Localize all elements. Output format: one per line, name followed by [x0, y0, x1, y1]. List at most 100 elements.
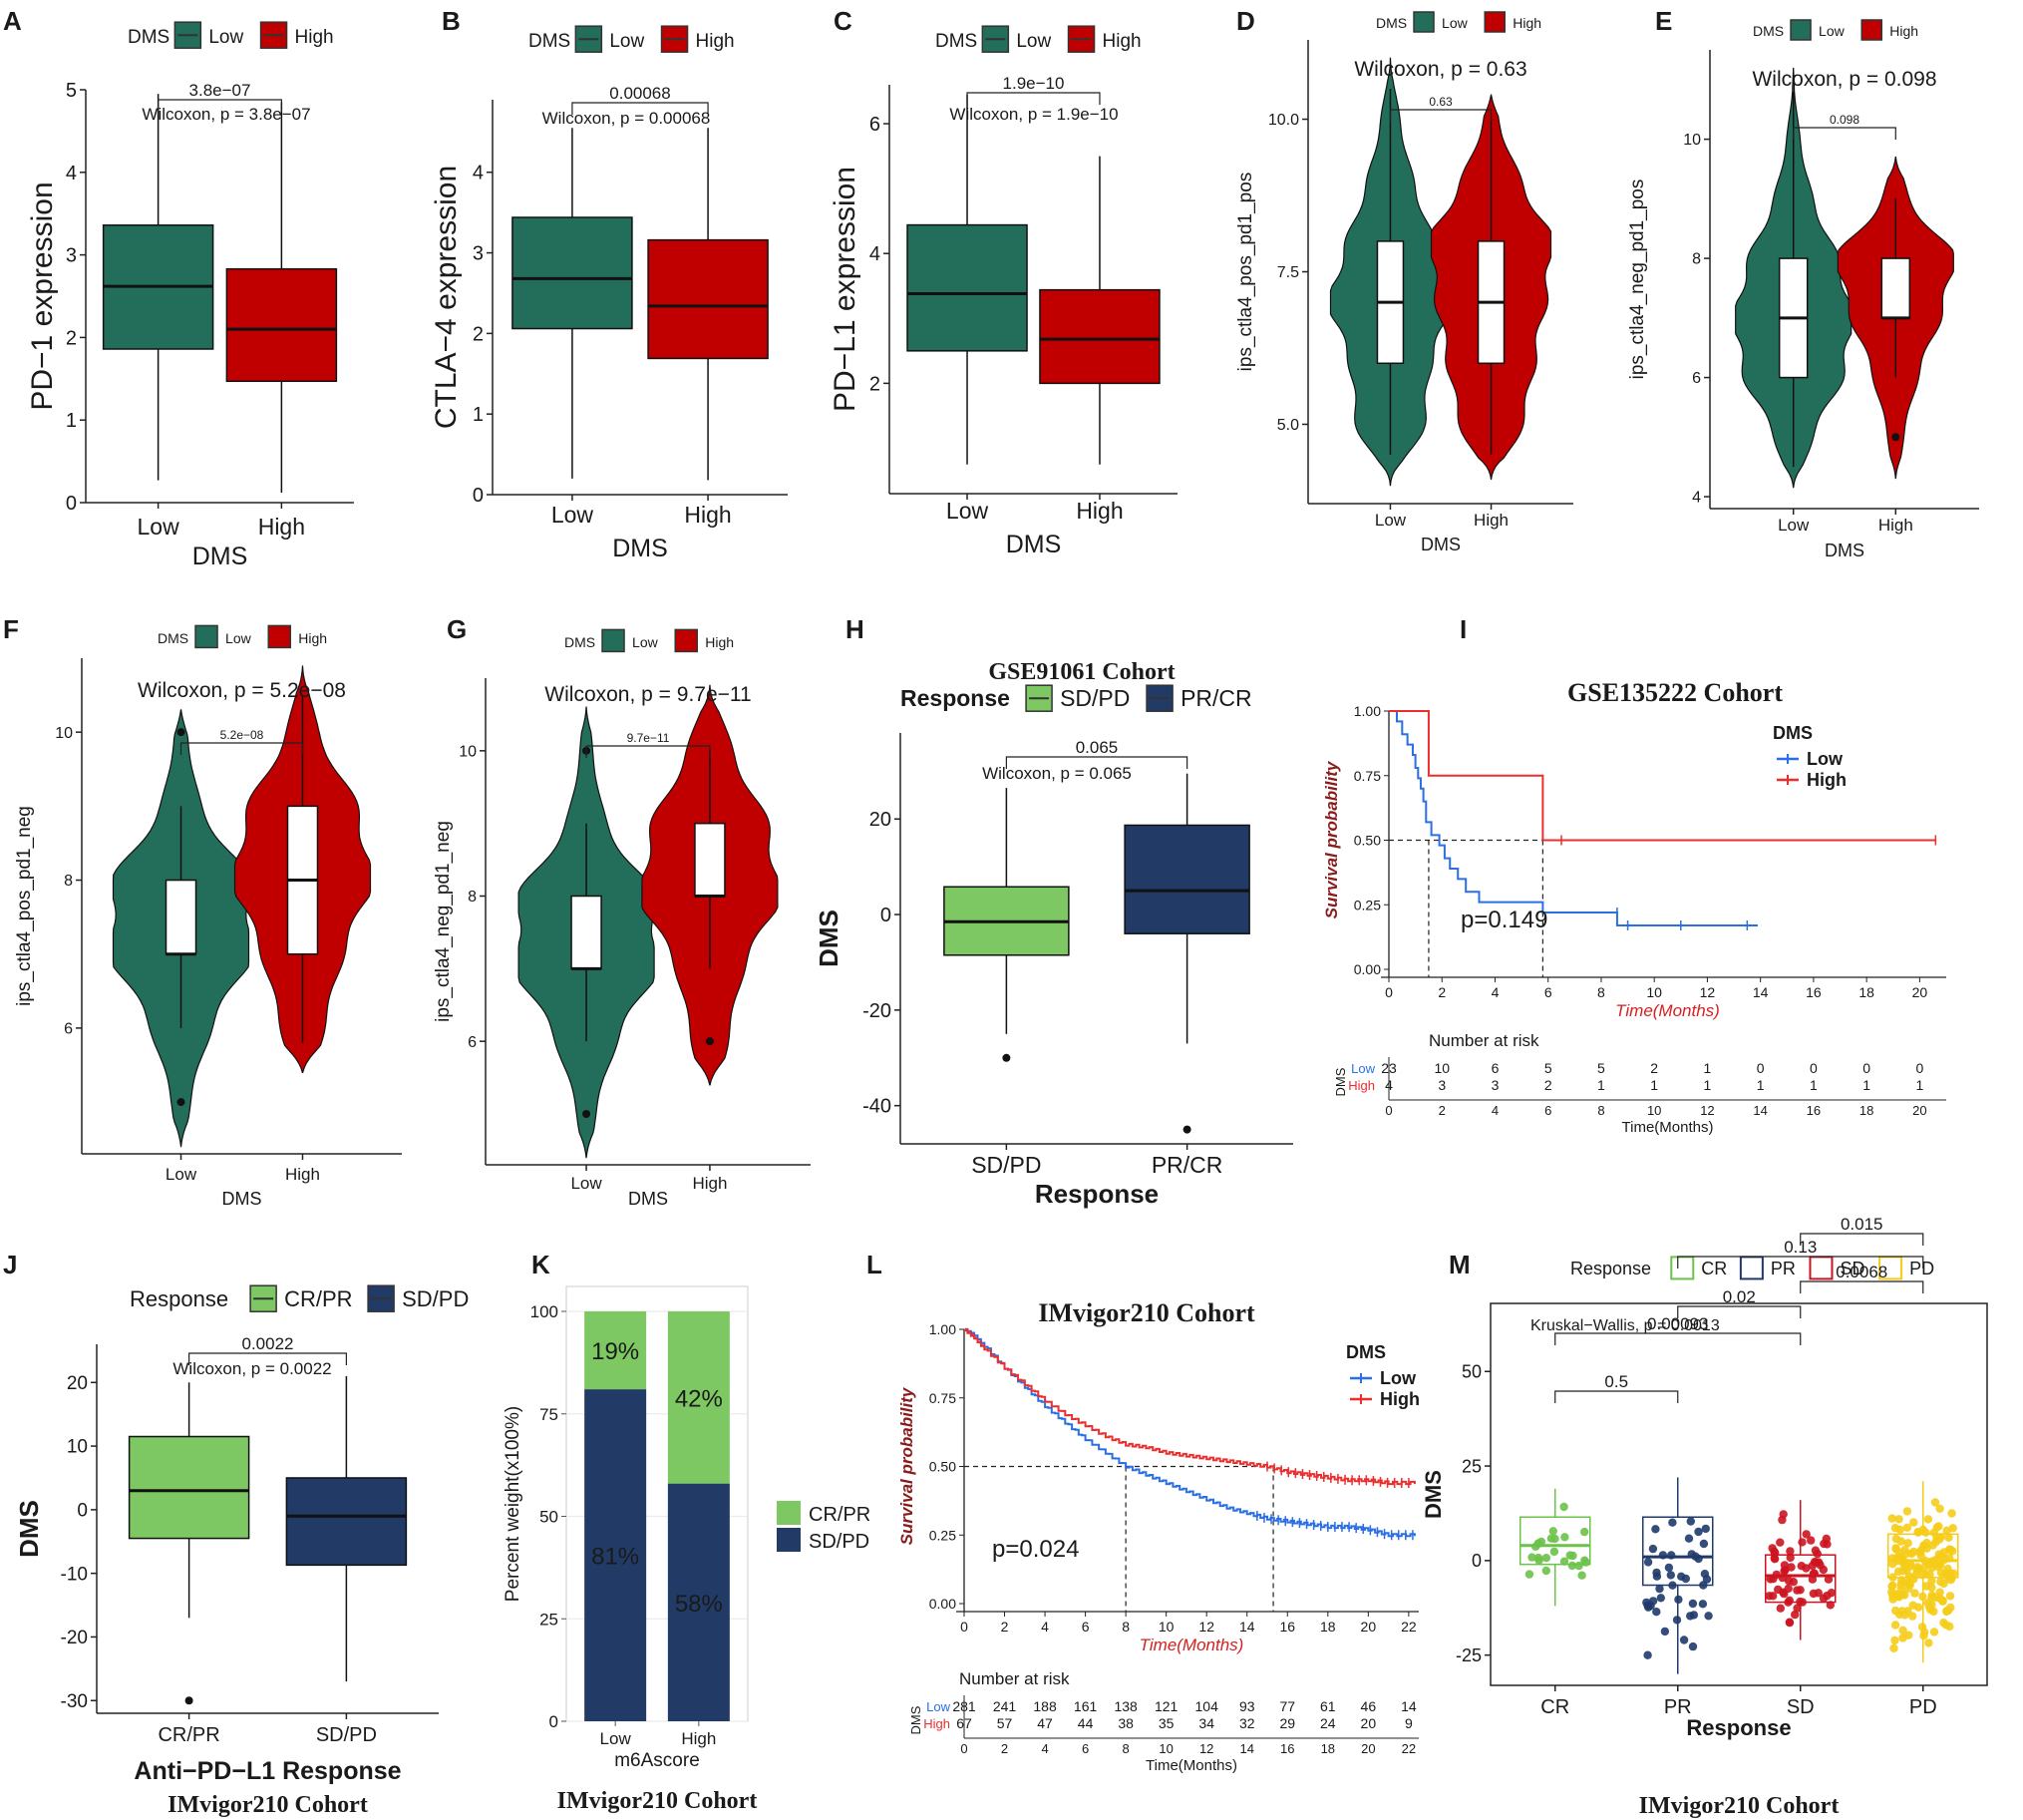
box-sd-point: [1798, 1538, 1807, 1547]
km-curve-low: [1389, 710, 1758, 926]
box-pr-point: [1684, 1534, 1694, 1543]
box-cr-point: [1559, 1557, 1569, 1566]
y-axis-title: DMS: [14, 1500, 44, 1558]
box-pr-point: [1656, 1594, 1666, 1603]
chart-title: GSE135222 Cohort: [1567, 678, 1783, 707]
box-pd-point: [1925, 1570, 1934, 1579]
risk-x-tick-label: 12: [1199, 1741, 1213, 1756]
risk-count: 104: [1195, 1698, 1219, 1714]
box-sd-point: [1771, 1548, 1780, 1558]
significance-bracket: [1554, 1390, 1679, 1403]
box-pd-point: [1890, 1636, 1899, 1645]
y-tick-label: 0.00: [1354, 961, 1381, 977]
box-sd-point: [1772, 1570, 1782, 1580]
x-tick-label: High: [1474, 511, 1509, 530]
x-tick-label: SD/PD: [971, 1152, 1041, 1178]
y-tick-label: 10: [55, 725, 73, 742]
bar-data-label: 58%: [675, 1591, 723, 1618]
box-high-box: [225, 267, 338, 383]
box-pr-point: [1688, 1599, 1698, 1609]
box-pr-point: [1701, 1524, 1711, 1534]
legend-key-pr: [1739, 1256, 1764, 1280]
bracket-label: 1.9e−10: [1003, 74, 1065, 93]
panel-letter-j: J: [3, 1250, 17, 1279]
y-tick-label: 7.5: [1277, 264, 1299, 281]
bracket-label: 0.63: [1429, 95, 1453, 109]
x-axis-title: DMS: [1421, 535, 1461, 554]
box-sd-point: [1814, 1589, 1824, 1598]
bar-low-crpr: [584, 1311, 647, 1390]
bracket-label: 0.5: [1604, 1372, 1628, 1391]
box-pr-cr-box: [1124, 824, 1250, 934]
y-tick-label: -20: [61, 1628, 88, 1648]
risk-count: 2: [1650, 1060, 1658, 1076]
legend-label: Low: [1819, 23, 1846, 39]
box-low-box: [511, 216, 633, 330]
box-sd-point: [1785, 1596, 1795, 1606]
box-pd-point: [1930, 1556, 1940, 1565]
x-tick-label: 14: [1239, 1619, 1255, 1635]
y-tick-label: 0: [473, 485, 484, 507]
box-sd-point: [1824, 1575, 1834, 1584]
box-cr-point: [1541, 1554, 1551, 1563]
legend-label: SD/PD: [1060, 685, 1130, 711]
y-tick-label: 0: [549, 1712, 558, 1731]
box-pr-point: [1686, 1517, 1696, 1526]
box-cr-point: [1533, 1539, 1543, 1549]
test-label: Wilcoxon, p = 0.098: [1752, 68, 1936, 91]
bar-high-crpr: [667, 1311, 730, 1484]
x-tick-label: 16: [1279, 1619, 1295, 1635]
x-tick-label: PR/CR: [1152, 1152, 1223, 1178]
y-tick-label: 50: [539, 1508, 558, 1527]
box-pd-point: [1929, 1528, 1939, 1538]
y-tick-label: 0.50: [929, 1459, 956, 1475]
risk-x-tick-label: 20: [1361, 1741, 1375, 1756]
box-sd-point: [1784, 1577, 1794, 1586]
y-tick-label: 2: [473, 323, 484, 345]
box-sd-point: [1796, 1597, 1805, 1607]
risk-count: 5: [1597, 1060, 1605, 1076]
y-tick-label: 10: [67, 1437, 88, 1458]
risk-count: 2: [1544, 1077, 1552, 1093]
y-tick-label: 75: [539, 1405, 558, 1424]
box-pd-point: [1908, 1612, 1917, 1621]
legend-title: Response: [1570, 1259, 1651, 1278]
km-curve-low: [964, 1327, 1416, 1538]
box-pd-point: [1906, 1560, 1915, 1569]
risk-count: 241: [993, 1698, 1017, 1714]
x-tick-label: 4: [1492, 984, 1500, 1000]
x-tick-label: 12: [1198, 1619, 1214, 1635]
x-tick-label: 0: [960, 1619, 968, 1635]
x-tick-label: 10: [1159, 1619, 1175, 1635]
risk-count: 0: [1915, 1060, 1923, 1076]
box-pd-point: [1900, 1545, 1909, 1555]
x-tick-label: 8: [1122, 1619, 1130, 1635]
risk-table-title: Number at risk: [959, 1669, 1070, 1688]
panel-letter-e: E: [1655, 6, 1672, 36]
risk-count: 47: [1037, 1715, 1053, 1731]
x-tick-label: 2: [1001, 1619, 1009, 1635]
box-pd-point: [1898, 1556, 1908, 1565]
box-cr-point: [1567, 1561, 1577, 1571]
legend-label: SD: [1840, 1259, 1864, 1278]
x-tick-label: 20: [1912, 984, 1928, 1000]
risk-x-axis-title: Time(Months): [1146, 1757, 1237, 1774]
risk-x-tick-label: 6: [1544, 1103, 1551, 1118]
x-tick-label: 0: [1385, 984, 1393, 1000]
legend-label: High: [1380, 1389, 1420, 1409]
legend-label: SD/PD: [402, 1286, 469, 1311]
bracket-label: 0.015: [1841, 1215, 1883, 1234]
bracket-label: 0.0022: [242, 1334, 294, 1353]
panel-letter-m: M: [1449, 1250, 1471, 1279]
risk-count: 20: [1361, 1715, 1377, 1731]
box-pr-point: [1687, 1550, 1696, 1559]
box-sd-point: [1808, 1575, 1818, 1584]
risk-row-label-high: High: [1348, 1078, 1375, 1093]
y-tick-label: -10: [61, 1564, 88, 1585]
x-tick-label: High: [692, 1174, 727, 1193]
box-pd-point: [1920, 1628, 1929, 1637]
y-tick-label: 1.00: [929, 1321, 956, 1337]
x-tick-label: 18: [1858, 984, 1874, 1000]
box-sd-point: [1813, 1549, 1823, 1559]
